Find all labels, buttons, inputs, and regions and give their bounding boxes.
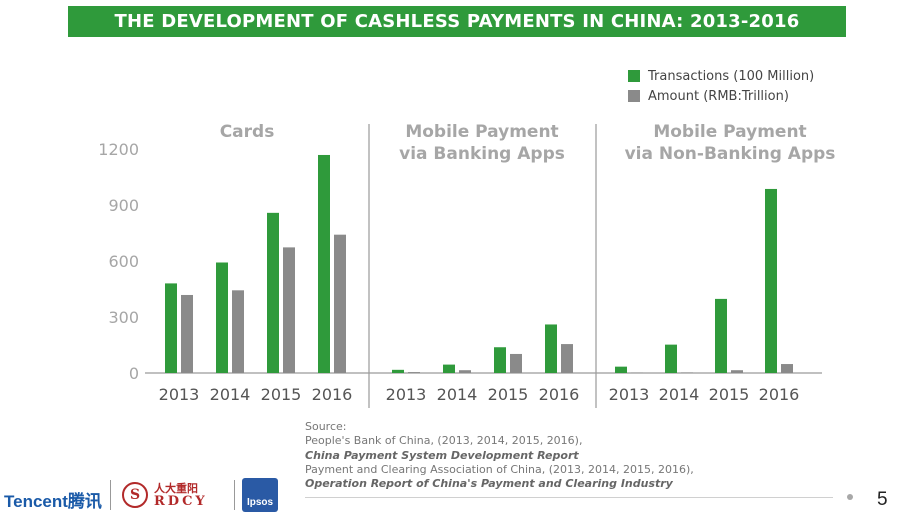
ipsos-logo: Ipsos bbox=[242, 478, 278, 512]
panel-title: via Non-Banking Apps bbox=[625, 144, 836, 164]
x-tick-label: 2015 bbox=[709, 385, 750, 404]
logo-bar: Tencent腾讯 S 人大重阳 RDCY Ipsos bbox=[0, 476, 300, 512]
bar-transactions bbox=[494, 347, 506, 373]
tencent-logo: Tencent腾讯 bbox=[4, 492, 102, 511]
source-line-2: China Payment System Development Report bbox=[305, 448, 579, 462]
x-tick-label: 2013 bbox=[159, 385, 200, 404]
x-tick-label: 2015 bbox=[261, 385, 302, 404]
source-line-1: People's Bank of China, (2013, 2014, 201… bbox=[305, 434, 583, 448]
logo-separator bbox=[234, 480, 235, 510]
source-line-4: Operation Report of China's Payment and … bbox=[305, 477, 673, 491]
bar-transactions bbox=[267, 212, 279, 373]
bar-transactions bbox=[765, 188, 777, 373]
x-tick-label: 2013 bbox=[609, 385, 650, 404]
bar-amount bbox=[408, 372, 420, 373]
y-tick-label: 1200 bbox=[98, 140, 139, 159]
bar-transactions bbox=[545, 324, 557, 373]
logo-separator bbox=[110, 480, 111, 510]
y-tick-label: 600 bbox=[108, 252, 139, 271]
x-tick-label: 2013 bbox=[386, 385, 427, 404]
bar-amount bbox=[561, 344, 573, 373]
bar-amount bbox=[334, 234, 346, 373]
page-title: THE DEVELOPMENT OF CASHLESS PAYMENTS IN … bbox=[114, 11, 800, 32]
bar-amount bbox=[731, 370, 743, 373]
x-tick-label: 2016 bbox=[759, 385, 800, 404]
bar-amount bbox=[181, 294, 193, 373]
footer-divider bbox=[305, 497, 833, 498]
panel-title: Mobile Payment bbox=[405, 122, 558, 142]
legend-label-amount: Amount (RMB:Trillion) bbox=[648, 88, 789, 104]
title-banner: THE DEVELOPMENT OF CASHLESS PAYMENTS IN … bbox=[68, 6, 846, 37]
rdcy-english-name: RDCY bbox=[154, 494, 208, 509]
y-tick-label: 0 bbox=[129, 364, 139, 383]
bar-amount bbox=[283, 247, 295, 373]
source-line-3: Payment and Clearing Association of Chin… bbox=[305, 462, 694, 476]
bar-amount bbox=[681, 372, 693, 373]
bar-transactions bbox=[165, 283, 177, 373]
legend-item-transactions: Transactions (100 Million) bbox=[628, 66, 814, 86]
rdcy-logo: S 人大重阳 RDCY bbox=[122, 480, 242, 512]
page-number: 5 bbox=[877, 489, 888, 510]
bar-transactions bbox=[392, 369, 404, 373]
x-tick-label: 2016 bbox=[312, 385, 353, 404]
y-tick-label: 300 bbox=[108, 308, 139, 327]
source-note: Source: People's Bank of China, (2013, 2… bbox=[305, 420, 694, 491]
x-tick-label: 2014 bbox=[210, 385, 251, 404]
bar-transactions bbox=[615, 366, 627, 373]
bar-amount bbox=[232, 290, 244, 373]
bar-amount bbox=[459, 370, 471, 373]
legend-swatch-transactions bbox=[628, 70, 640, 82]
y-tick-label: 900 bbox=[108, 196, 139, 215]
bar-transactions bbox=[318, 154, 330, 373]
bar-amount bbox=[781, 364, 793, 373]
rdcy-chinese-name: 人大重阳 bbox=[154, 482, 198, 495]
x-tick-label: 2014 bbox=[659, 385, 700, 404]
legend: Transactions (100 Million) Amount (RMB:T… bbox=[628, 66, 814, 106]
legend-swatch-amount bbox=[628, 90, 640, 102]
bar-amount bbox=[510, 353, 522, 373]
legend-item-amount: Amount (RMB:Trillion) bbox=[628, 86, 814, 106]
x-tick-label: 2016 bbox=[539, 385, 580, 404]
panel-title: Mobile Payment bbox=[653, 122, 806, 142]
bar-transactions bbox=[665, 344, 677, 373]
source-label: Source: bbox=[305, 420, 347, 433]
legend-label-transactions: Transactions (100 Million) bbox=[648, 68, 815, 84]
footer-dot bbox=[847, 494, 853, 500]
bar-transactions bbox=[216, 262, 228, 373]
panel-title: Cards bbox=[220, 122, 275, 142]
bar-transactions bbox=[715, 298, 727, 373]
panel-title: via Banking Apps bbox=[399, 144, 565, 164]
x-tick-label: 2014 bbox=[437, 385, 478, 404]
x-tick-label: 2015 bbox=[488, 385, 529, 404]
rdcy-seal-icon: S bbox=[122, 482, 148, 508]
bar-transactions bbox=[443, 364, 455, 373]
